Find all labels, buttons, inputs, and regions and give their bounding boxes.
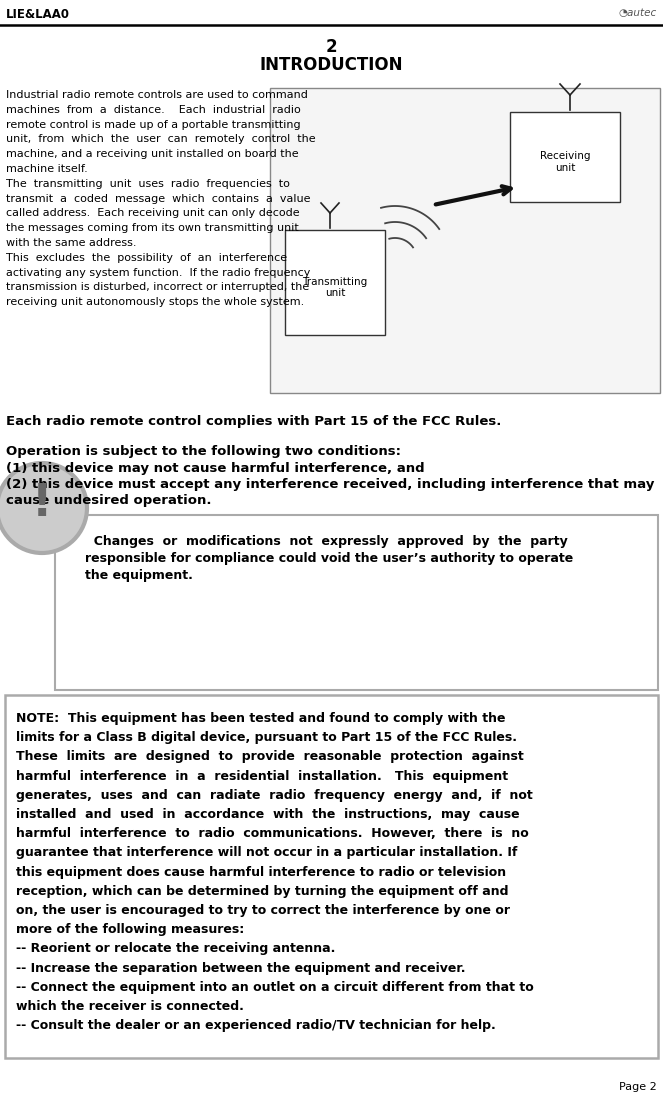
FancyBboxPatch shape [55, 515, 658, 690]
Text: harmful  interference  to  radio  communications.  However,  there  is  no: harmful interference to radio communicat… [16, 827, 529, 840]
Text: unit,  from  which  the  user  can  remotely  control  the: unit, from which the user can remotely c… [6, 135, 316, 145]
Text: installed  and  used  in  accordance  with  the  instructions,  may  cause: installed and used in accordance with th… [16, 808, 520, 821]
Text: -- Reorient or relocate the receiving antenna.: -- Reorient or relocate the receiving an… [16, 943, 335, 956]
Text: generates,  uses  and  can  radiate  radio  frequency  energy  and,  if  not: generates, uses and can radiate radio fr… [16, 788, 533, 802]
Circle shape [0, 463, 87, 553]
Text: the messages coming from its own transmitting unit: the messages coming from its own transmi… [6, 223, 299, 233]
Text: -- Increase the separation between the equipment and receiver.: -- Increase the separation between the e… [16, 961, 465, 975]
Text: more of the following measures:: more of the following measures: [16, 923, 244, 936]
FancyBboxPatch shape [510, 112, 620, 201]
Text: Page 2: Page 2 [619, 1082, 657, 1092]
Text: Changes  or  modifications  not  expressly  approved  by  the  party: Changes or modifications not expressly a… [85, 535, 568, 548]
Text: Transmitting
unit: Transmitting unit [302, 277, 367, 298]
Text: called address.  Each receiving unit can only decode: called address. Each receiving unit can … [6, 208, 300, 218]
Text: The  transmitting  unit  uses  radio  frequencies  to: The transmitting unit uses radio frequen… [6, 178, 290, 188]
Text: machine itself.: machine itself. [6, 164, 88, 174]
Text: (2) this device must accept any interference received, including interference th: (2) this device must accept any interfer… [6, 479, 654, 491]
FancyBboxPatch shape [270, 88, 660, 393]
Text: responsible for compliance could void the user’s authority to operate: responsible for compliance could void th… [85, 552, 573, 565]
Text: transmission is disturbed, incorrect or interrupted, the: transmission is disturbed, incorrect or … [6, 283, 309, 292]
Text: Receiving
unit: Receiving unit [540, 151, 590, 173]
Text: which the receiver is connected.: which the receiver is connected. [16, 1000, 244, 1013]
Text: machine, and a receiving unit installed on board the: machine, and a receiving unit installed … [6, 149, 298, 159]
Text: Industrial radio remote controls are used to command: Industrial radio remote controls are use… [6, 90, 308, 100]
Text: this equipment does cause harmful interference to radio or television: this equipment does cause harmful interf… [16, 866, 506, 878]
Text: activating any system function.  If the radio frequency: activating any system function. If the r… [6, 267, 310, 278]
Text: Each radio remote control complies with Part 15 of the FCC Rules.: Each radio remote control complies with … [6, 415, 501, 428]
Text: on, the user is encouraged to try to correct the interference by one or: on, the user is encouraged to try to cor… [16, 904, 510, 917]
Text: -- Connect the equipment into an outlet on a circuit different from that to: -- Connect the equipment into an outlet … [16, 981, 534, 994]
Text: cause undesired operation.: cause undesired operation. [6, 494, 211, 507]
Text: -- Consult the dealer or an experienced radio/TV technician for help.: -- Consult the dealer or an experienced … [16, 1019, 496, 1033]
Text: LIE&LAA0: LIE&LAA0 [6, 8, 70, 21]
Text: Operation is subject to the following two conditions:: Operation is subject to the following tw… [6, 445, 401, 458]
Text: reception, which can be determined by turning the equipment off and: reception, which can be determined by tu… [16, 885, 509, 898]
Text: machines  from  a  distance.    Each  industrial  radio: machines from a distance. Each industria… [6, 105, 301, 115]
Text: ◔autec: ◔autec [619, 8, 657, 18]
Text: the equipment.: the equipment. [85, 569, 193, 583]
Text: This  excludes  the  possibility  of  an  interference: This excludes the possibility of an inte… [6, 253, 287, 263]
Text: limits for a Class B digital device, pursuant to Part 15 of the FCC Rules.: limits for a Class B digital device, pur… [16, 731, 517, 745]
FancyBboxPatch shape [5, 695, 658, 1058]
Text: 2: 2 [325, 38, 337, 56]
FancyBboxPatch shape [285, 230, 385, 335]
Text: with the same address.: with the same address. [6, 238, 137, 247]
Text: transmit  a  coded  message  which  contains  a  value: transmit a coded message which contains … [6, 194, 310, 204]
Text: guarantee that interference will not occur in a particular installation. If: guarantee that interference will not occ… [16, 846, 517, 860]
Text: (1) this device may not cause harmful interference, and: (1) this device may not cause harmful in… [6, 462, 424, 475]
Text: remote control is made up of a portable transmitting: remote control is made up of a portable … [6, 119, 300, 129]
Text: receiving unit autonomously stops the whole system.: receiving unit autonomously stops the wh… [6, 297, 304, 308]
Text: NOTE:  This equipment has been tested and found to comply with the: NOTE: This equipment has been tested and… [16, 712, 505, 725]
Text: harmful  interference  in  a  residential  installation.   This  equipment: harmful interference in a residential in… [16, 770, 508, 783]
Text: INTRODUCTION: INTRODUCTION [259, 56, 402, 74]
Text: !: ! [32, 483, 52, 526]
Text: These  limits  are  designed  to  provide  reasonable  protection  against: These limits are designed to provide rea… [16, 750, 524, 763]
